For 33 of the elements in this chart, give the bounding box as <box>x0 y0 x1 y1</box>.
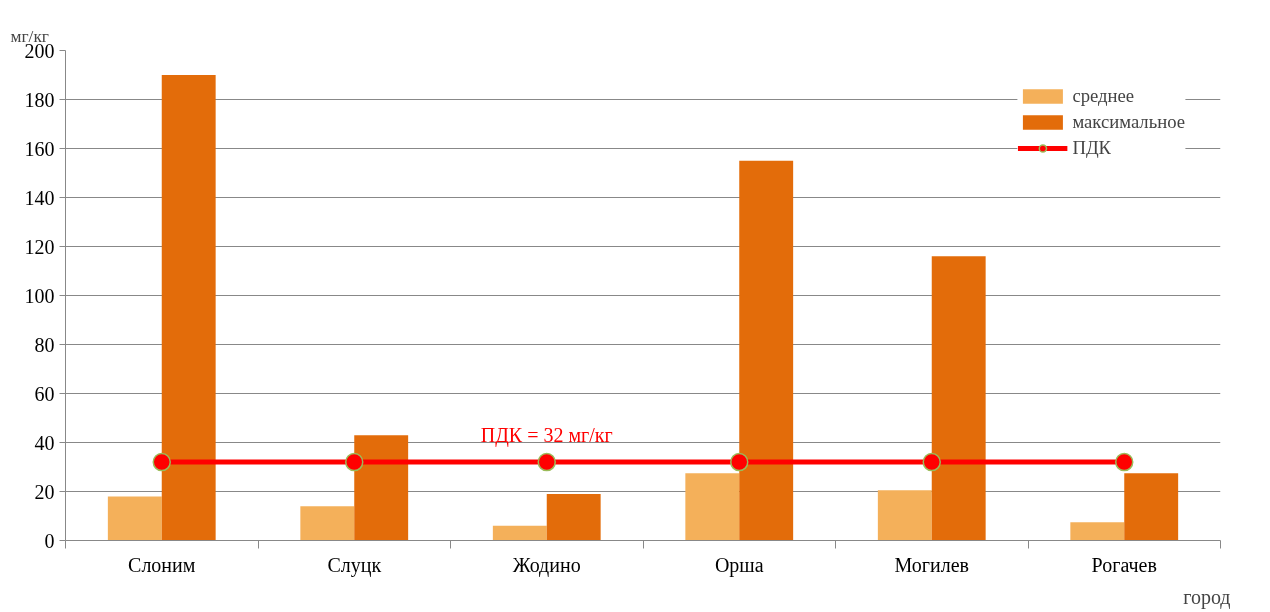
x-tick-label: Орша <box>714 553 764 577</box>
bar <box>161 75 216 541</box>
bar <box>1124 473 1179 541</box>
bar <box>492 525 547 541</box>
y-tick-label: 180 <box>24 88 55 111</box>
y-tick-label: 80 <box>34 333 55 356</box>
legend-label: ПДК <box>1072 137 1112 159</box>
bar <box>107 496 162 541</box>
y-tick-label: 20 <box>34 480 55 503</box>
y-tick-label: 40 <box>34 431 55 454</box>
x-tick-label: Слоним <box>128 553 196 576</box>
y-tick-label: 140 <box>24 186 55 209</box>
annotation: ПДК = 32 мг/кг <box>480 424 613 448</box>
y-tick-label: 60 <box>34 382 55 405</box>
bar <box>931 256 986 541</box>
bar <box>300 506 355 541</box>
x-tick-label: Слуцк <box>327 553 382 577</box>
x-tick-label: Жодино <box>512 553 581 577</box>
x-tick-label: Могилев <box>894 553 969 576</box>
bar <box>685 473 740 541</box>
x-tick-label: Рогачев <box>1091 553 1157 576</box>
x-axis-title: город <box>1183 585 1231 609</box>
legend-label: среднее <box>1072 85 1135 107</box>
y-tick-label: 160 <box>24 137 55 160</box>
y-tick-label: 100 <box>24 284 55 307</box>
legend-label: максимальное <box>1072 111 1185 133</box>
bar <box>546 493 601 541</box>
y-tick-label: 120 <box>24 235 55 258</box>
bar <box>739 160 794 541</box>
bar <box>354 435 409 541</box>
bar <box>1070 522 1125 541</box>
bar <box>877 490 932 541</box>
y-tick-label: 0 <box>44 529 55 552</box>
